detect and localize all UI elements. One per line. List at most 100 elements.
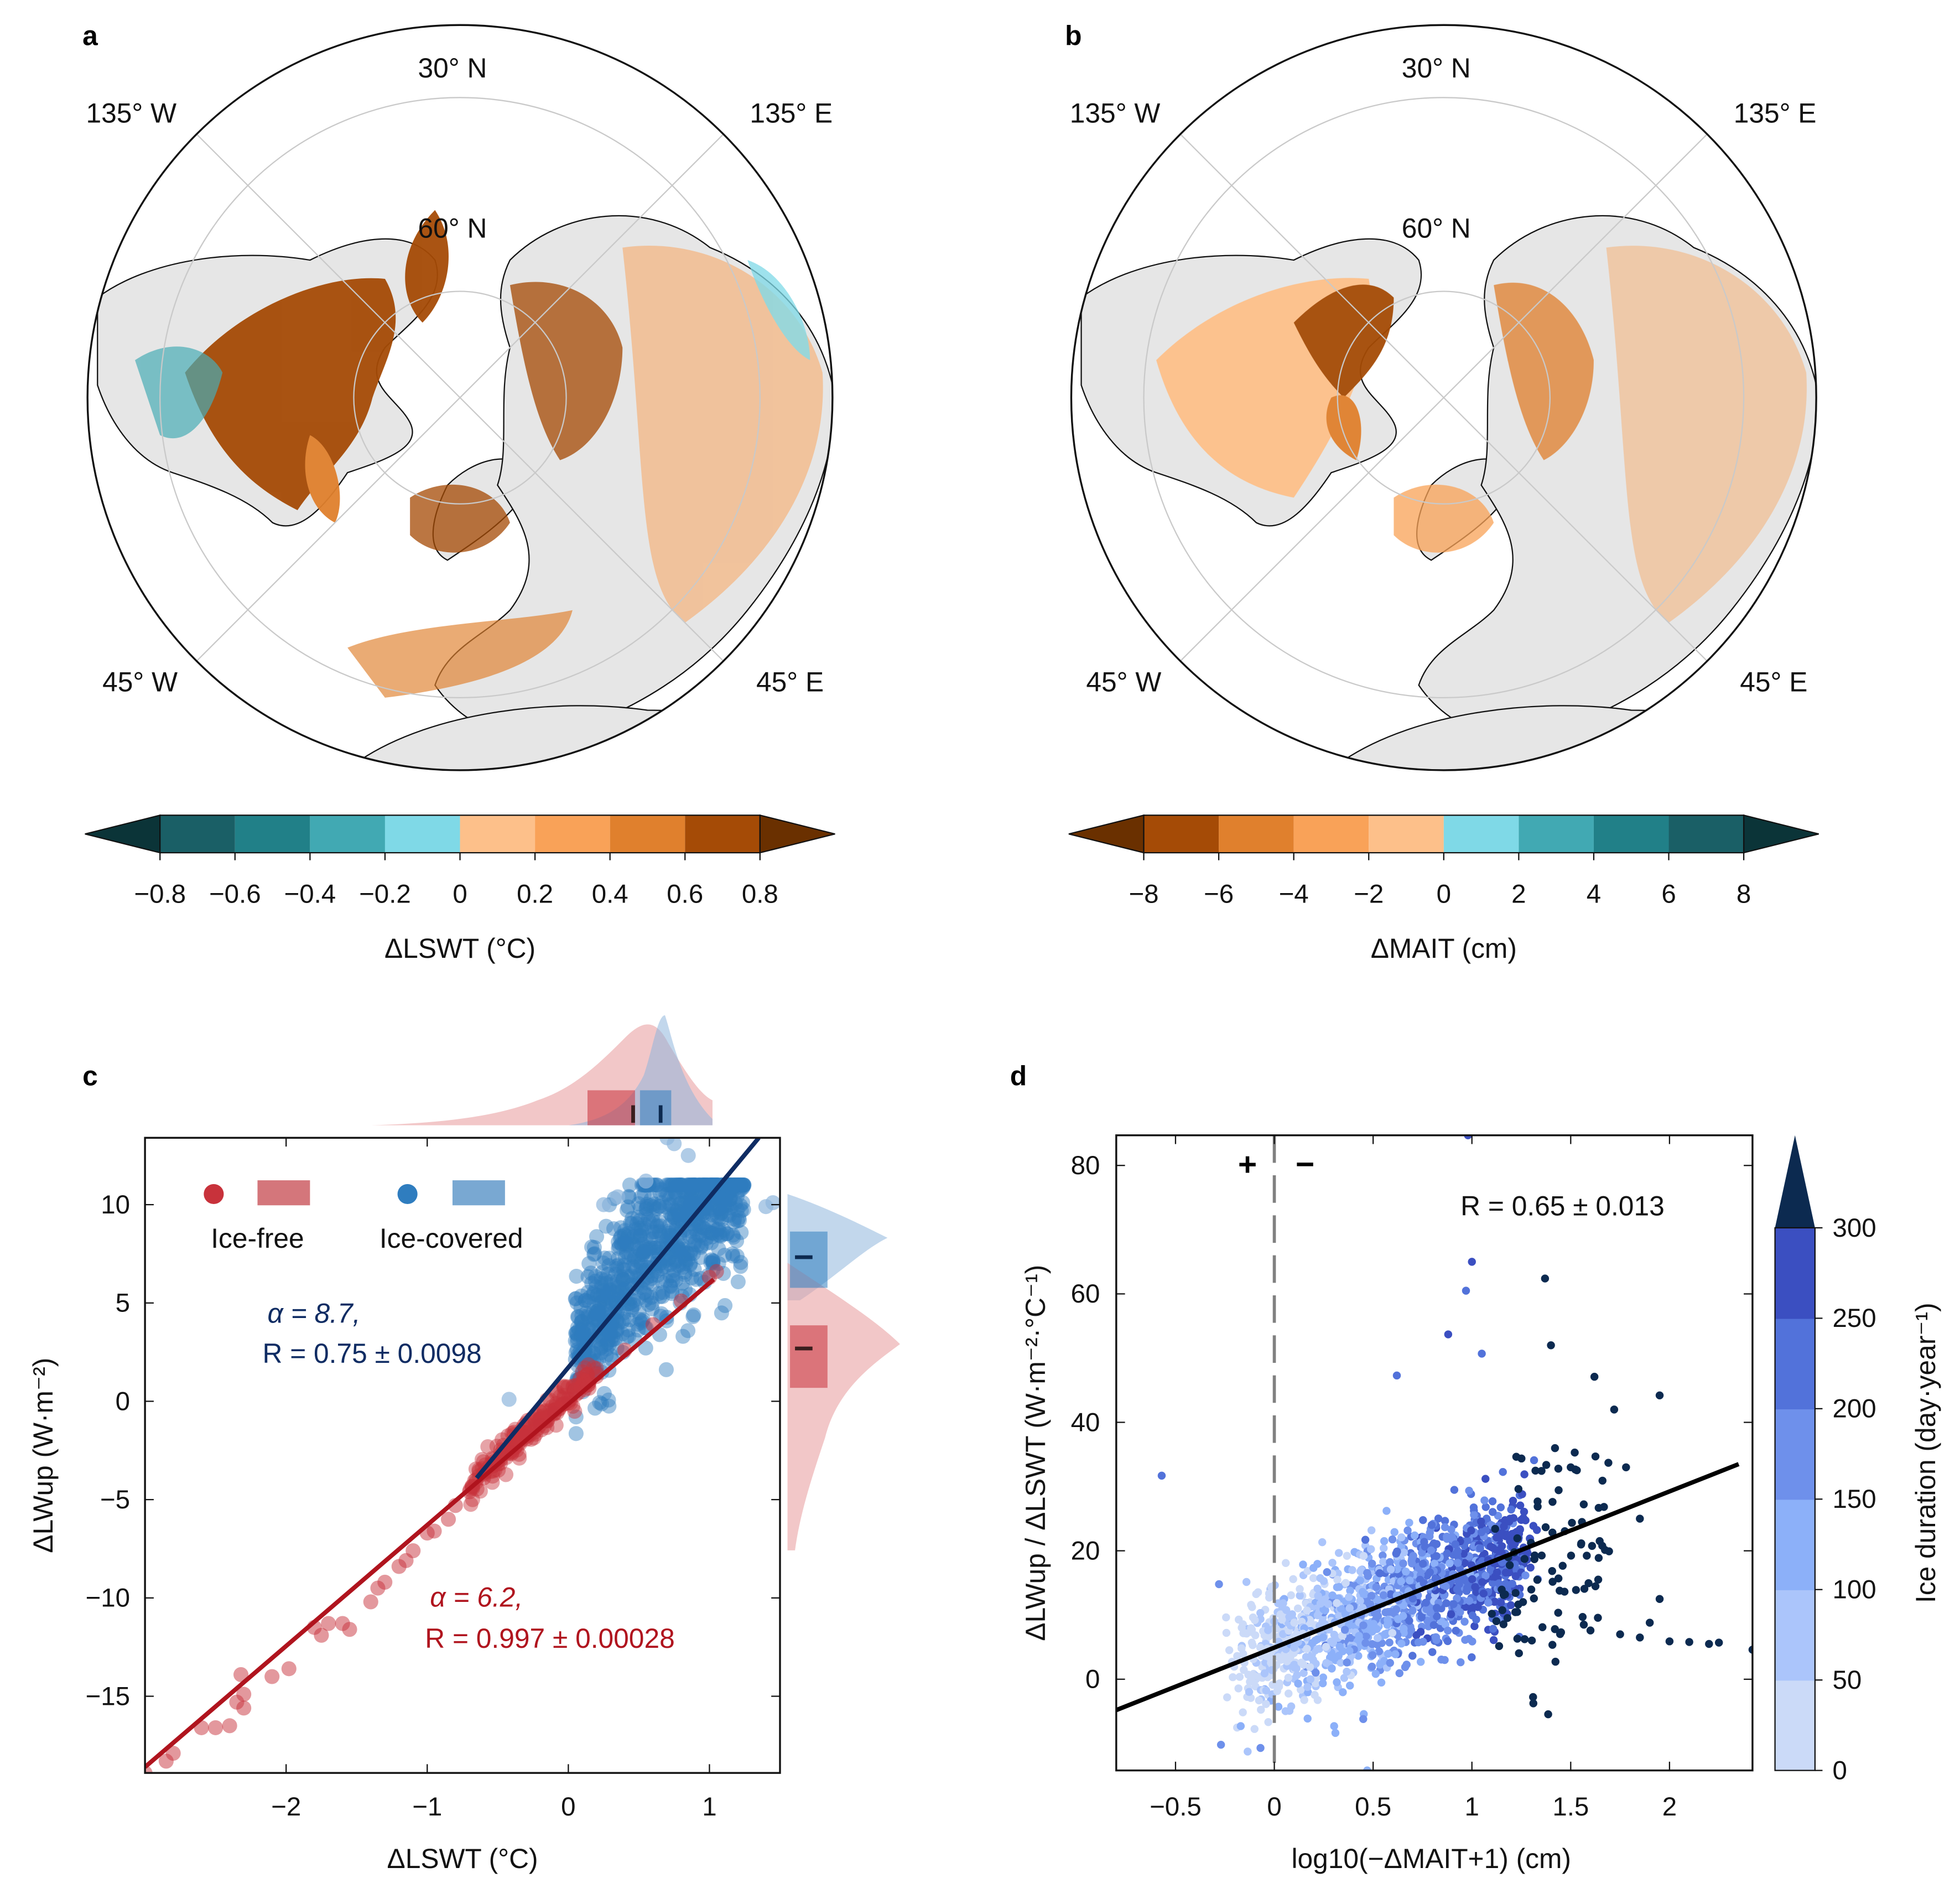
point-ice-covered <box>650 1268 666 1283</box>
point-ice-covered <box>632 1212 648 1228</box>
marginal-top <box>371 1015 713 1125</box>
point-ice-covered <box>765 1195 780 1211</box>
point <box>1443 1637 1452 1646</box>
lon-label-135e-b: 135° E <box>1734 98 1817 129</box>
point <box>1265 1594 1273 1602</box>
point-ice-covered <box>687 1189 702 1205</box>
point-ice-covered <box>637 1221 652 1236</box>
point-ice-covered <box>641 1211 656 1227</box>
point-ice-covered <box>642 1215 658 1230</box>
point-ice-covered <box>580 1284 596 1300</box>
point-ice-covered <box>568 1409 584 1425</box>
point-ice-covered <box>621 1249 637 1265</box>
point-ice-covered <box>668 1244 684 1259</box>
y-tick-label-d: 60 <box>1071 1279 1100 1309</box>
point-ice-covered <box>730 1177 746 1193</box>
point-ice-covered <box>672 1258 687 1273</box>
point-ice-covered <box>677 1267 693 1283</box>
point-ice-covered <box>658 1362 674 1377</box>
point-ice-covered <box>690 1181 706 1196</box>
point-ice-covered <box>588 1273 603 1289</box>
point-ice-covered <box>594 1275 609 1291</box>
point <box>1590 1372 1599 1381</box>
point-ice-covered <box>708 1186 724 1202</box>
annotation-ice-covered-alpha: α = 8.7, <box>268 1298 361 1329</box>
point-ice-covered <box>592 1395 607 1410</box>
point <box>1296 1685 1305 1694</box>
point-ice-covered <box>673 1195 689 1211</box>
point-ice-covered <box>668 1252 684 1268</box>
point-ice-covered <box>632 1312 647 1327</box>
point-ice-covered <box>631 1291 647 1306</box>
point <box>1451 1540 1460 1549</box>
point <box>1278 1615 1286 1624</box>
point-ice-covered <box>674 1182 690 1198</box>
point-ice-covered <box>644 1295 660 1311</box>
point <box>1578 1613 1587 1621</box>
point <box>1636 1633 1644 1642</box>
point-ice-covered <box>662 1268 678 1284</box>
point-ice-covered <box>722 1177 737 1193</box>
point <box>1247 1638 1256 1647</box>
point <box>1427 1546 1436 1555</box>
density-top-ice-covered <box>569 1015 713 1125</box>
median-right-ice-covered <box>795 1255 813 1259</box>
panel-label-a: a <box>82 20 98 51</box>
point <box>1461 1636 1469 1644</box>
point-ice-covered <box>605 1332 621 1347</box>
median-top-ice-free <box>631 1105 635 1123</box>
point-ice-covered <box>652 1199 668 1215</box>
legend: Ice-free Ice-covered <box>204 1180 523 1254</box>
point-ice-covered <box>715 1227 730 1242</box>
colorbar-d-extend-high <box>1775 1135 1815 1228</box>
point <box>1306 1663 1314 1672</box>
point-ice-covered <box>625 1211 640 1226</box>
point-ice-covered <box>668 1254 684 1269</box>
point-ice-covered <box>718 1190 734 1206</box>
point <box>1432 1604 1441 1612</box>
point-ice-covered <box>578 1293 593 1308</box>
point <box>1478 1350 1486 1358</box>
point <box>1363 1766 1371 1771</box>
point <box>1386 1558 1394 1566</box>
point-ice-covered <box>724 1200 739 1216</box>
point <box>1397 1533 1406 1542</box>
point-ice-covered <box>619 1236 635 1251</box>
point-ice-covered <box>641 1297 657 1312</box>
point-ice-covered <box>588 1400 603 1416</box>
point-ice-covered <box>630 1253 646 1269</box>
colorbar-d-segment <box>1775 1499 1815 1590</box>
point-ice-covered <box>627 1259 642 1275</box>
point <box>1418 1548 1426 1557</box>
point <box>1488 1579 1497 1587</box>
point-ice-covered <box>580 1269 596 1284</box>
point-ice-covered <box>695 1177 711 1193</box>
point <box>1324 1600 1333 1608</box>
point-ice-covered <box>736 1177 751 1193</box>
point-ice-covered <box>692 1177 708 1193</box>
point-ice-covered <box>673 1206 688 1222</box>
point-ice-covered <box>621 1189 637 1205</box>
point-ice-covered <box>571 1372 587 1388</box>
point-ice-covered <box>599 1293 614 1309</box>
point <box>1225 1646 1234 1654</box>
colorbar-d-segment <box>1775 1680 1815 1771</box>
lat-label-30n-b: 30° N <box>1402 53 1471 84</box>
point-ice-covered <box>599 1336 614 1352</box>
point-ice-covered <box>662 1197 677 1212</box>
point-ice-covered <box>682 1177 698 1193</box>
point <box>1443 1549 1452 1558</box>
annotation-ice-free-r: R = 0.997 ± 0.00028 <box>425 1623 674 1654</box>
point-ice-covered <box>692 1177 707 1193</box>
point-ice-covered <box>596 1321 612 1336</box>
point-ice-covered <box>580 1308 596 1324</box>
point-ice-covered <box>581 1320 596 1335</box>
point-ice-covered <box>582 1350 597 1366</box>
point-ice-covered <box>624 1302 640 1317</box>
point-ice-covered <box>570 1309 586 1325</box>
x-tick-label-d: 2 <box>1662 1792 1677 1822</box>
colorbar-b-label: ΔMAIT (cm) <box>1371 933 1517 964</box>
point-ice-covered <box>675 1329 691 1344</box>
colorbar-b-extend-high <box>1743 814 1819 854</box>
point <box>1515 1649 1523 1658</box>
